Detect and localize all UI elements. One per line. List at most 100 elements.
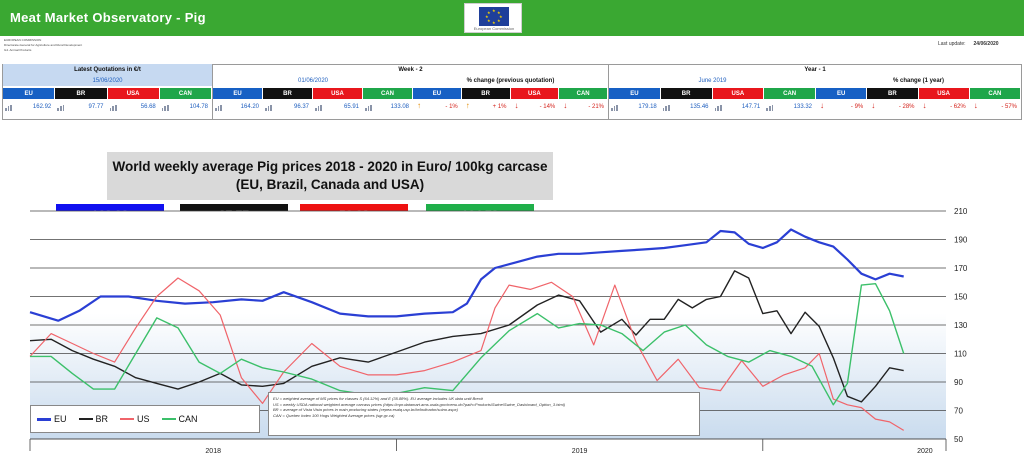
region-label-can: CAN: [969, 88, 1020, 99]
region-label-br: BR: [660, 88, 712, 99]
year1-pct-can: - 57% ↓: [973, 101, 1017, 110]
x-tick-label: 2020: [917, 448, 933, 455]
arrow-down-icon: ↓: [820, 101, 824, 110]
latest-date: 15/06/2020: [3, 75, 212, 86]
quotations-table: Latest Quotations in €/t 15/06/2020 Week…: [2, 64, 1022, 120]
week2-pct-usa: - 14% ↓: [514, 101, 556, 110]
week2-pct-br: + 1% ↑: [465, 101, 507, 110]
week2-title: Week - 2: [398, 66, 423, 73]
arrow-down-icon: ↓: [563, 101, 568, 110]
org-line: Directorate-General for Agriculture and …: [4, 43, 83, 47]
note-line: EU = weighted average of MS prices for c…: [273, 396, 483, 401]
y-tick-label: 190: [954, 236, 968, 245]
region-label-usa: USA: [313, 88, 362, 99]
us-current-value-box: 56.68: [300, 204, 408, 225]
page-title: Meat Market Observatory - Pig: [10, 10, 206, 25]
week2-value-can: 133.08: [363, 100, 412, 113]
region-label-eu: EU: [213, 88, 262, 99]
region-label-eu: EU: [816, 88, 867, 99]
region-label-eu: EU: [413, 88, 461, 99]
region-label-br: BR: [461, 88, 510, 99]
region-label-br: BR: [55, 88, 107, 99]
region-label-eu: EU: [3, 88, 55, 99]
arrow-up-icon: ↑: [465, 101, 470, 110]
region-label-usa: USA: [107, 88, 159, 99]
y-tick-label: 90: [954, 378, 963, 387]
series-line-br: [29, 270, 904, 403]
week2-value-eu: 164.20: [213, 100, 262, 113]
br-current-value-box: 97.77: [180, 204, 288, 225]
y-tick-label: 210: [954, 207, 968, 216]
week2-date: 01/06/2020: [297, 77, 329, 84]
note-line: BR = average of Vista Vista prices in ma…: [273, 407, 458, 412]
legend-item-us: US: [120, 414, 150, 424]
arrow-down-icon: ↓: [922, 101, 927, 110]
last-update: Last update: 24/06/2020: [938, 41, 999, 47]
week2-pct-title: % change (previous quotation): [466, 77, 555, 84]
bars-icon: [611, 105, 619, 111]
region-label-can: CAN: [159, 88, 211, 99]
region-label-usa: USA: [712, 88, 764, 99]
region-label-br: BR: [263, 88, 312, 99]
org-line: EUROPEAN COMMISSION: [4, 38, 42, 42]
year1-pct-eu: - 9% ↓: [820, 101, 864, 110]
bars-icon: [714, 105, 722, 111]
bars-icon: [5, 105, 13, 111]
year1-pct-br: - 28% ↓: [871, 101, 915, 110]
year1-date: June 2019: [698, 77, 727, 84]
bars-icon: [109, 105, 117, 111]
region-label-can: CAN: [764, 88, 815, 99]
arrow-up-icon: ↑: [417, 101, 421, 110]
note-line: US = weekly USDA national weighted avera…: [273, 401, 566, 407]
bars-icon: [215, 105, 223, 111]
y-tick-label: 170: [954, 264, 968, 273]
eu-current-value-box: 162.92: [56, 204, 164, 225]
region-label-can: CAN: [363, 88, 412, 99]
y-tick-label: 70: [954, 407, 963, 416]
y-tick-label: 50: [954, 435, 963, 444]
bars-icon: [57, 105, 65, 111]
year1-value-eu: 179.18: [609, 100, 660, 113]
region-label-usa: USA: [510, 88, 559, 99]
can-current-value-box: 104.78: [426, 204, 534, 225]
header-bar: Meat Market Observatory - Pig ★ ★ ★ ★ ★ ★ ★ ★…: [0, 0, 1024, 36]
legend-item-can: CAN: [161, 414, 198, 424]
year1-title: Year - 1: [804, 66, 826, 73]
arrow-down-icon: ↓: [871, 101, 876, 110]
bars-icon: [766, 105, 774, 111]
eu-flag-icon: ★ ★ ★ ★ ★ ★ ★ ★: [479, 7, 509, 26]
year1-pct-usa: - 62% ↓: [922, 101, 966, 110]
y-tick-label: 150: [954, 293, 968, 302]
chart-legend: EU BR US CAN: [30, 405, 260, 433]
arrow-down-icon: ↓: [973, 101, 978, 110]
chart-title: World weekly average Pig prices 2018 - 2…: [107, 152, 553, 200]
week2-value-usa: 65.91: [313, 100, 362, 113]
series-line-can: [30, 283, 905, 406]
latest-value-eu: 162.92: [3, 100, 54, 113]
bars-icon: [315, 105, 323, 111]
x-tick-label: 2019: [572, 448, 588, 455]
org-line: G4. Animal Products: [4, 48, 32, 52]
year1-value-can: 133.32: [764, 100, 815, 113]
source-notes: EU = weighted average of MS prices for c…: [268, 392, 700, 436]
note-line: CAN = Quebec Index 100 Hogs Weighted Ave…: [273, 412, 395, 418]
bars-icon: [662, 105, 670, 111]
bars-icon: [365, 105, 373, 111]
european-commission-logo: ★ ★ ★ ★ ★ ★ ★ ★ European Commission: [464, 3, 522, 33]
arrow-down-icon: ↓: [514, 101, 519, 110]
latest-value-usa: 56.68: [108, 100, 159, 113]
region-label-can: CAN: [559, 88, 607, 99]
bars-icon: [161, 105, 169, 111]
legend-item-eu: EU: [37, 414, 67, 424]
latest-quotations-title: Latest Quotations in €/t: [3, 64, 212, 75]
bars-icon: [265, 105, 273, 111]
legend-item-br: BR: [78, 414, 108, 424]
year1-pct-title: % change (1 year): [892, 77, 945, 84]
logo-text: European Commission: [473, 26, 515, 31]
region-label-br: BR: [867, 88, 918, 99]
week2-pct-eu: - 1% ↑: [417, 101, 458, 110]
week2-pct-can: - 21% ↓: [563, 101, 604, 110]
x-tick-label: 2018: [205, 448, 221, 455]
latest-value-can: 104.78: [160, 100, 211, 113]
region-label-usa: USA: [918, 88, 969, 99]
